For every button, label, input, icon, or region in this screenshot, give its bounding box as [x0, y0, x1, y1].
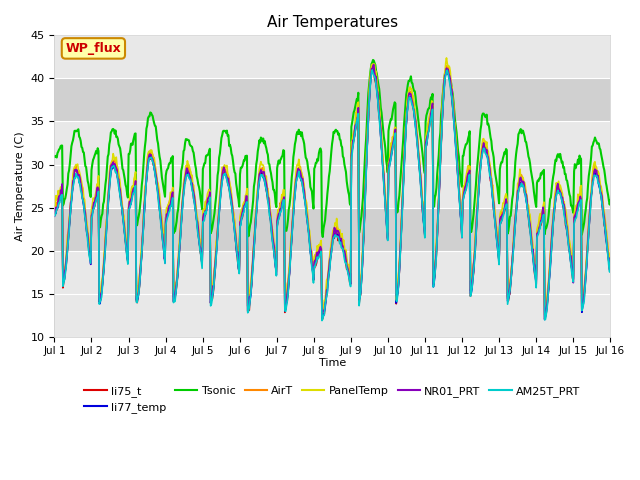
li75_t: [118, 203, 125, 209]
li75_t: [369, 63, 376, 69]
li75_t: [402, 132, 410, 137]
li77_temp: [174, 266, 182, 272]
li77_temp: [607, 256, 614, 262]
Line: AM25T_PRT: AM25T_PRT: [54, 70, 611, 321]
Tsonic: [118, 158, 125, 164]
NR01_PRT: [401, 145, 408, 151]
AM25T_PRT: [61, 277, 68, 283]
Text: WP_flux: WP_flux: [65, 42, 121, 55]
Tsonic: [61, 197, 68, 203]
Title: Air Temperatures: Air Temperatures: [267, 15, 398, 30]
AirT: [174, 261, 182, 267]
Line: NR01_PRT: NR01_PRT: [54, 65, 611, 319]
Line: AirT: AirT: [54, 64, 611, 315]
Line: li75_t: li75_t: [54, 66, 611, 320]
AM25T_PRT: [402, 136, 410, 142]
AirT: [401, 145, 408, 151]
AirT: [61, 270, 68, 276]
PanelTemp: [443, 55, 451, 61]
AM25T_PRT: [369, 67, 376, 73]
Tsonic: [51, 154, 58, 159]
li77_temp: [61, 276, 68, 282]
AirT: [51, 208, 58, 214]
li77_temp: [51, 214, 58, 219]
NR01_PRT: [51, 211, 58, 216]
X-axis label: Time: Time: [319, 358, 346, 368]
NR01_PRT: [607, 255, 614, 261]
li77_temp: [541, 317, 548, 323]
li77_temp: [400, 166, 408, 172]
AM25T_PRT: [204, 202, 211, 208]
li75_t: [418, 195, 426, 201]
Line: PanelTemp: PanelTemp: [54, 58, 611, 315]
Y-axis label: Air Temperature (C): Air Temperature (C): [15, 131, 25, 241]
NR01_PRT: [174, 261, 182, 266]
Line: li77_temp: li77_temp: [54, 67, 611, 320]
PanelTemp: [607, 249, 614, 254]
Tsonic: [204, 153, 211, 158]
Legend: li75_t, li77_temp, Tsonic, AirT, PanelTemp, NR01_PRT, AM25T_PRT: li75_t, li77_temp, Tsonic, AirT, PanelTe…: [80, 382, 585, 418]
li77_temp: [443, 64, 451, 70]
li75_t: [174, 266, 182, 272]
NR01_PRT: [370, 62, 378, 68]
AirT: [369, 61, 377, 67]
AM25T_PRT: [174, 268, 182, 274]
NR01_PRT: [417, 180, 425, 185]
PanelTemp: [401, 141, 408, 147]
AM25T_PRT: [51, 213, 58, 218]
NR01_PRT: [118, 204, 125, 209]
li75_t: [204, 200, 211, 206]
Line: Tsonic: Tsonic: [54, 60, 611, 237]
PanelTemp: [174, 258, 182, 264]
li75_t: [318, 317, 326, 323]
PanelTemp: [417, 172, 425, 178]
li75_t: [607, 257, 614, 263]
AM25T_PRT: [607, 256, 614, 262]
Bar: [54, 207, 611, 251]
li77_temp: [204, 200, 211, 206]
AM25T_PRT: [418, 195, 426, 201]
AirT: [417, 179, 425, 184]
AM25T_PRT: [318, 318, 326, 324]
li75_t: [61, 276, 68, 281]
PanelTemp: [204, 191, 211, 196]
li77_temp: [417, 175, 424, 181]
NR01_PRT: [204, 197, 211, 203]
AirT: [204, 198, 211, 204]
Tsonic: [402, 104, 410, 109]
PanelTemp: [118, 196, 125, 202]
PanelTemp: [318, 312, 326, 318]
Tsonic: [319, 234, 326, 240]
Bar: [54, 78, 611, 121]
Tsonic: [174, 206, 182, 212]
AM25T_PRT: [118, 204, 125, 210]
Tsonic: [369, 57, 377, 63]
PanelTemp: [61, 264, 68, 270]
li75_t: [51, 210, 58, 216]
AirT: [541, 312, 548, 318]
AirT: [607, 254, 614, 260]
NR01_PRT: [541, 316, 548, 322]
AirT: [118, 202, 125, 208]
NR01_PRT: [61, 270, 68, 276]
PanelTemp: [51, 203, 58, 209]
li77_temp: [118, 202, 125, 208]
Tsonic: [607, 197, 614, 203]
Tsonic: [418, 144, 426, 150]
